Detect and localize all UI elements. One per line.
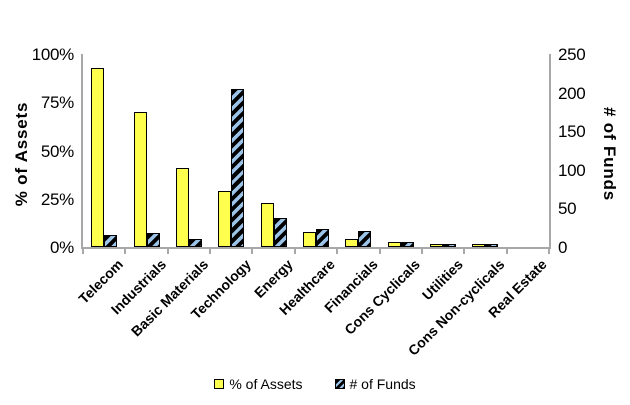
assets-bar-cons-non-cyclicals	[472, 244, 486, 247]
legend-label-funds: # of Funds	[349, 376, 416, 392]
funds-bar-technology	[231, 88, 245, 247]
assets-bar-basic-materials	[175, 167, 189, 247]
x-axis-tickmark	[293, 249, 296, 254]
plot-area	[81, 54, 551, 249]
left-axis-tick-label: 25%	[40, 189, 74, 209]
assets-swatch-icon	[214, 379, 225, 389]
x-axis-tickmark	[505, 249, 508, 254]
assets-bar-cons-cyclicals	[387, 242, 401, 247]
funds-swatch-icon	[334, 379, 345, 389]
funds-bar-cons-non-cyclicals	[485, 243, 499, 247]
x-axis-tickmark	[548, 249, 550, 254]
x-axis-tickmark	[336, 249, 339, 254]
assets-bar-telecom	[91, 67, 105, 247]
x-axis-tickmark	[209, 249, 212, 254]
assets-bar-financials	[345, 239, 359, 247]
assets-bar-utilities	[430, 244, 444, 247]
assets-bar-technology	[218, 191, 232, 247]
funds-bar-telecom	[104, 235, 118, 247]
right-axis-tick-label: 50	[558, 199, 577, 219]
left-axis-tick-label: 50%	[40, 141, 74, 161]
category-label-basic-materials: Basic Materials	[127, 256, 212, 340]
funds-bar-basic-materials	[188, 238, 202, 247]
assets-bar-energy	[260, 202, 274, 247]
x-axis-tickmark	[420, 249, 423, 254]
category-label-cons-cyclicals: Cons Cyclicals	[341, 256, 424, 338]
legend-label-assets: % of Assets	[229, 376, 303, 392]
assets-bar-industrials	[133, 111, 147, 247]
x-axis-tickmark	[124, 249, 127, 254]
assets-bar-healthcare	[303, 231, 316, 247]
legend: % of Assets # of Funds	[0, 377, 630, 391]
funds-bar-industrials	[146, 233, 160, 247]
left-axis-tick-label: 100%	[31, 45, 75, 64]
right-axis-title: # of Funds	[600, 107, 619, 201]
right-axis-tick-label: 200	[558, 83, 586, 103]
x-axis-tickmark	[82, 249, 84, 254]
left-axis-tick-label: 0%	[50, 238, 74, 257]
left-axis-tick-label: 75%	[40, 93, 74, 113]
right-axis-tick-label: 250	[558, 45, 586, 64]
right-axis-tick-label: 100	[558, 160, 586, 180]
right-axis-tick-label: 150	[558, 122, 586, 142]
x-axis-tickmark	[463, 249, 466, 254]
x-axis-tickmark	[251, 249, 254, 254]
funds-bar-energy	[273, 217, 287, 247]
funds-bar-utilities	[443, 243, 457, 247]
x-axis-tickmark	[166, 249, 169, 254]
funds-bar-cons-cyclicals	[400, 241, 414, 247]
legend-item-assets: % of Assets	[214, 376, 303, 392]
right-axis-tick-label: 0	[558, 238, 568, 257]
legend-item-funds: # of Funds	[334, 376, 416, 392]
funds-bar-financials	[358, 230, 372, 247]
funds-bar-healthcare	[316, 229, 329, 247]
x-axis-tickmark	[378, 249, 381, 254]
